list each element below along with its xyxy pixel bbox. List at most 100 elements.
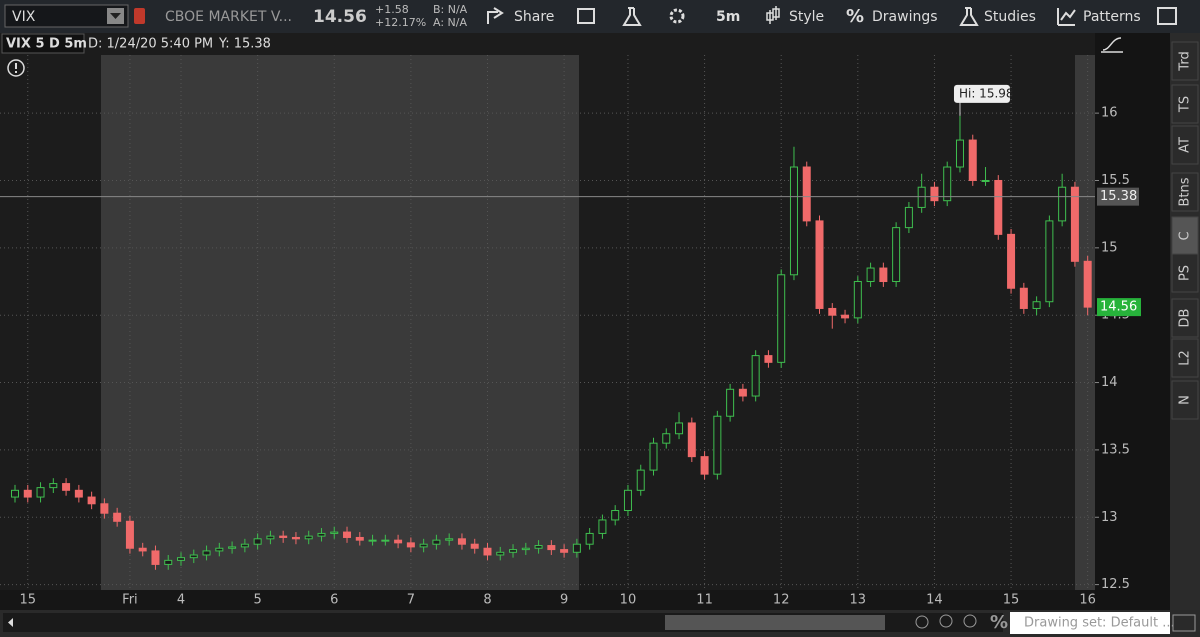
- last-price-label: 14.56: [1100, 300, 1137, 315]
- candle-body: [1045, 220, 1054, 303]
- studies-icon: [959, 7, 979, 26]
- candle-body: [777, 274, 786, 363]
- flag-icon[interactable]: [577, 8, 595, 24]
- sidebar-tab-label: Btns: [1178, 177, 1193, 206]
- sidebar-tab[interactable]: [1171, 380, 1199, 420]
- x-axis-bg: [0, 590, 1095, 610]
- zoom-in-icon[interactable]: [939, 614, 953, 628]
- drawing-set-box[interactable]: [1010, 612, 1170, 634]
- x-tick-label: 7: [407, 593, 415, 608]
- x-tick-label: Fri: [122, 593, 138, 608]
- candle-body: [343, 531, 352, 538]
- link-icon[interactable]: [134, 8, 145, 24]
- candle-body: [483, 547, 492, 556]
- y-tick-label: 14: [1101, 375, 1118, 390]
- candle-body: [764, 355, 773, 363]
- symbol: VIX: [12, 9, 36, 25]
- candle-body: [266, 535, 275, 540]
- candle-body: [279, 535, 288, 538]
- candle-body: [457, 538, 466, 545]
- x-tick-label: 5: [253, 593, 261, 608]
- y-tick-label: 16: [1101, 106, 1118, 121]
- scroll-left[interactable]: [8, 618, 13, 627]
- alert-icon[interactable]: [7, 59, 25, 77]
- style-button[interactable]: Style: [789, 9, 824, 25]
- change: +1.58: [375, 3, 409, 16]
- candle-body: [598, 519, 607, 534]
- x-tick-label: 9: [560, 593, 568, 608]
- candle-body: [202, 550, 211, 556]
- sidebar-tab-label: Trd: [1178, 51, 1193, 71]
- studies-button[interactable]: Studies: [984, 9, 1036, 25]
- patterns-button[interactable]: Patterns: [1083, 9, 1141, 25]
- toolbar: [0, 0, 1200, 33]
- x-tick-label: 13: [850, 593, 867, 608]
- candle-body: [36, 487, 45, 498]
- share-button[interactable]: Share: [514, 9, 554, 25]
- drawings-button[interactable]: Drawings: [872, 9, 938, 25]
- symbol-box[interactable]: [4, 4, 129, 28]
- alert-dot: [15, 71, 17, 73]
- candle-body: [1058, 186, 1067, 222]
- sidebar-tab[interactable]: [1171, 84, 1199, 124]
- sidebar-tab[interactable]: [1171, 41, 1199, 81]
- zoom-out-icon[interactable]: [963, 614, 977, 628]
- change-pct: +12.17%: [375, 16, 426, 29]
- candle-body: [113, 512, 122, 522]
- y-tick-label: 15.5: [1101, 173, 1130, 188]
- candle-body: [955, 139, 964, 168]
- candle-body: [930, 186, 939, 202]
- timeframe-button[interactable]: 5m: [716, 9, 740, 25]
- candle-body: [496, 551, 505, 556]
- drawings-icon: %: [846, 6, 864, 27]
- x-tick-label: 16: [1079, 593, 1096, 608]
- share-icon: [487, 7, 504, 24]
- y-tick-label: 15: [1101, 240, 1118, 255]
- x-tick-label: 6: [330, 593, 338, 608]
- candle-body: [726, 388, 735, 417]
- candle-body: [304, 535, 313, 540]
- more-icon[interactable]: [1157, 7, 1177, 25]
- candle-body: [904, 206, 913, 229]
- flask-icon[interactable]: [622, 7, 642, 26]
- bid: B: N/A: [433, 3, 468, 16]
- candle-body: [675, 422, 684, 435]
- y-axis-bg: [1095, 33, 1170, 610]
- sidebar-tab[interactable]: [1171, 338, 1199, 378]
- candle-body: [879, 267, 888, 283]
- description: CBOE MARKET V...: [165, 9, 292, 25]
- last-price-badge: [1097, 298, 1141, 317]
- sidebar-tab-label: C: [1178, 231, 1193, 240]
- candle-body: [866, 267, 875, 283]
- sidebar-tab[interactable]: [1171, 253, 1199, 293]
- candle-body: [240, 543, 249, 548]
- candle-body: [215, 547, 224, 552]
- crosshair-value: 15.38: [1100, 189, 1137, 204]
- sidebar-tab-label: TS: [1178, 96, 1193, 113]
- candle-body: [943, 166, 952, 202]
- candle-body: [419, 543, 428, 548]
- percent-icon[interactable]: %: [990, 612, 1008, 633]
- candle-body: [189, 554, 198, 559]
- candle-body: [815, 220, 824, 309]
- candle-body: [751, 355, 760, 397]
- y-tick-label: 12.5: [1101, 577, 1130, 592]
- drawing-set-menu[interactable]: [1172, 614, 1196, 632]
- candle-body: [1019, 287, 1028, 309]
- scroll-thumb[interactable]: [665, 615, 885, 630]
- sidebar-tab-label: DB: [1178, 309, 1193, 328]
- ask: A: N/A: [433, 16, 467, 29]
- candle-body: [253, 538, 262, 545]
- candle-body: [1070, 186, 1079, 262]
- sidebar-tab[interactable]: [1171, 172, 1199, 212]
- dropdown-arrow: [110, 13, 121, 19]
- x-tick-label: 8: [483, 593, 491, 608]
- candle-body: [828, 307, 837, 316]
- style-toggle[interactable]: [1101, 37, 1123, 53]
- sidebar-tab[interactable]: [1171, 298, 1199, 338]
- sidebar-tab[interactable]: [1171, 125, 1199, 165]
- zoom-icon[interactable]: [915, 615, 929, 629]
- gear-icon[interactable]: [669, 8, 685, 24]
- candle-body: [687, 422, 696, 458]
